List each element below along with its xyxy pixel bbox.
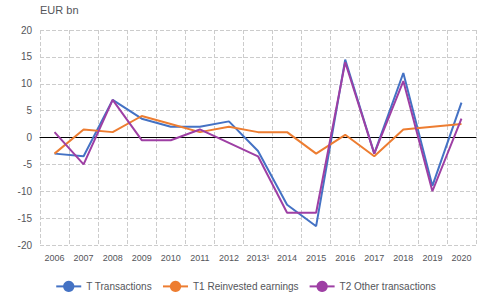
svg-text:T1 Reinvested earnings: T1 Reinvested earnings bbox=[193, 281, 299, 292]
svg-text:2020: 2020 bbox=[451, 253, 471, 263]
svg-text:-20: -20 bbox=[18, 240, 33, 251]
svg-text:T2 Other transactions: T2 Other transactions bbox=[340, 281, 436, 292]
svg-text:2016: 2016 bbox=[335, 253, 355, 263]
svg-text:15: 15 bbox=[21, 51, 33, 62]
svg-text:2017: 2017 bbox=[364, 253, 384, 263]
svg-text:2006: 2006 bbox=[45, 253, 65, 263]
svg-text:2013¹: 2013¹ bbox=[246, 253, 269, 263]
svg-text:2019: 2019 bbox=[422, 253, 442, 263]
svg-text:2014: 2014 bbox=[277, 253, 297, 263]
svg-text:5: 5 bbox=[26, 105, 32, 116]
svg-text:T Transactions: T Transactions bbox=[86, 281, 151, 292]
svg-text:2015: 2015 bbox=[306, 253, 326, 263]
svg-text:2018: 2018 bbox=[393, 253, 413, 263]
svg-text:-5: -5 bbox=[23, 159, 32, 170]
svg-text:2011: 2011 bbox=[190, 253, 209, 263]
svg-text:EUR bn: EUR bn bbox=[40, 4, 79, 16]
svg-text:2007: 2007 bbox=[74, 253, 94, 263]
svg-text:10: 10 bbox=[21, 78, 33, 89]
svg-text:-10: -10 bbox=[18, 186, 33, 197]
svg-text:2012: 2012 bbox=[219, 253, 239, 263]
svg-text:20: 20 bbox=[21, 25, 33, 36]
svg-text:2009: 2009 bbox=[132, 253, 152, 263]
svg-text:2010: 2010 bbox=[161, 253, 181, 263]
svg-text:-15: -15 bbox=[18, 213, 33, 224]
svg-text:0: 0 bbox=[26, 132, 32, 143]
svg-text:2008: 2008 bbox=[103, 253, 123, 263]
